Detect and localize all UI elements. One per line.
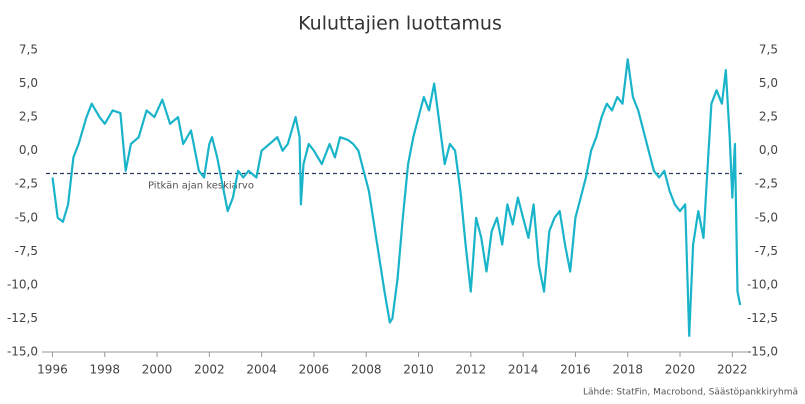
chart-title: Kuluttajien luottamus: [298, 13, 502, 35]
x-tick-label: 2018: [612, 363, 643, 377]
y2-tick-label: 5,0: [759, 76, 778, 90]
y-tick-label: -10,0: [7, 277, 38, 291]
x-tick-label: 2016: [560, 363, 591, 377]
y2-tick-label: 7,5: [759, 43, 778, 57]
y2-tick-label: -12,5: [747, 311, 778, 325]
y-tick-label: -7,5: [15, 244, 38, 258]
y-tick-label: -15,0: [7, 345, 38, 359]
y2-tick-label: -15,0: [747, 345, 778, 359]
x-tick-label: 2020: [665, 363, 696, 377]
y-tick-label: -2,5: [15, 177, 38, 191]
y-tick-label: 7,5: [19, 43, 38, 57]
y-tick-label: 2,5: [19, 110, 38, 124]
y2-tick-label: -7,5: [755, 244, 778, 258]
y2-tick-label: 0,0: [759, 143, 778, 157]
x-tick-label: 1996: [37, 363, 68, 377]
y2-tick-label: -2,5: [755, 177, 778, 191]
x-tick-label: 2006: [299, 363, 330, 377]
x-tick-label: 2000: [142, 363, 173, 377]
line-series: [51, 58, 742, 337]
y2-tick-label: -10,0: [747, 277, 778, 291]
y-tick-label: -5,0: [15, 210, 38, 224]
y-tick-label: 0,0: [19, 143, 38, 157]
x-tick-label: 2014: [508, 363, 539, 377]
y-tick-label: -12,5: [7, 311, 38, 325]
y-tick-label: 5,0: [19, 76, 38, 90]
x-tick-label: 2008: [351, 363, 382, 377]
x-tick-label: 2010: [403, 363, 434, 377]
x-tick-label: 2004: [246, 363, 277, 377]
source: Lähde: StatFin, Macrobond, Säästöpankkir…: [583, 388, 798, 398]
x-tick-label: 2012: [456, 363, 487, 377]
x-tick-label: 2002: [194, 363, 225, 377]
x-tick-label: 2022: [717, 363, 748, 377]
y2-tick-label: 2,5: [759, 110, 778, 124]
x-tick-label: 1998: [89, 363, 120, 377]
y2-tick-label: -5,0: [755, 210, 778, 224]
average-label: Pitkän ajan keskiarvo: [148, 180, 254, 191]
